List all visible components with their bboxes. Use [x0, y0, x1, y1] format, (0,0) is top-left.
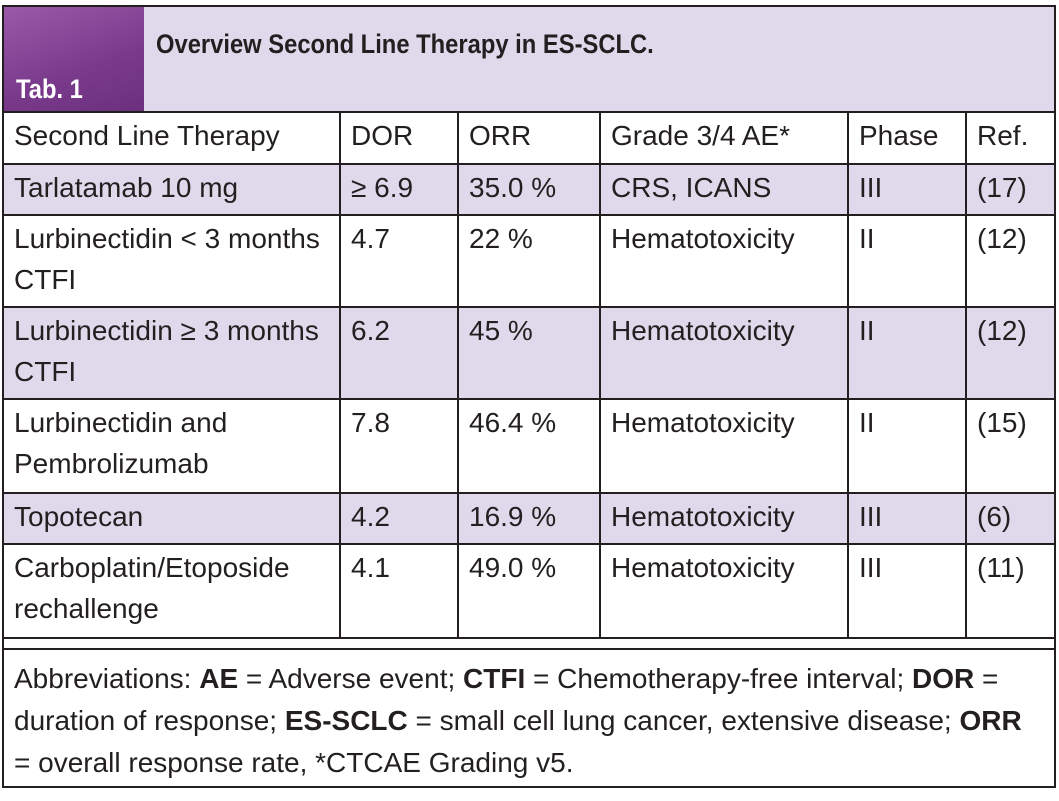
orr-cell: 16.9 %	[457, 492, 601, 545]
therapy-cell: Lurbinectidin < 3 months CTFI	[4, 214, 341, 308]
table-title-bar: Tab. 1 Overview Second Line Therapy in E…	[4, 7, 1054, 111]
dor-cell: 4.2	[339, 492, 459, 545]
orr-cell: 35.0 %	[457, 163, 601, 216]
therapy-cell: Topotecan	[4, 492, 341, 545]
ae-cell: Hematotoxicity	[599, 543, 849, 639]
dor-cell: 4.7	[339, 214, 459, 308]
orr-cell: 45 %	[457, 306, 601, 400]
table-row: Lurbinectidin ≥ 3 months CTFI 6.2 45 % H…	[4, 306, 1054, 400]
ref-cell: (11)	[965, 543, 1054, 639]
therapy-cell: Lurbinectidin and Pembrolizumab	[4, 398, 341, 494]
table-row: Tarlatamab 10 mg ≥ 6.9 35.0 % CRS, ICANS…	[4, 163, 1054, 216]
ref-cell: (6)	[965, 492, 1054, 545]
phase-cell: II	[847, 306, 967, 400]
orr-cell: 46.4 %	[457, 398, 601, 494]
dor-cell: ≥ 6.9	[339, 163, 459, 216]
therapy-table: Second Line Therapy DOR ORR Grade 3/4 AE…	[4, 111, 1054, 639]
column-header: Second Line Therapy	[4, 111, 341, 165]
abbr-definition: = overall response rate, *CTCAE Grading …	[14, 747, 574, 778]
table-number-label: Tab. 1	[16, 74, 83, 104]
phase-cell: III	[847, 163, 967, 216]
dor-cell: 4.1	[339, 543, 459, 639]
therapy-cell: Lurbinectidin ≥ 3 months CTFI	[4, 306, 341, 400]
phase-cell: II	[847, 214, 967, 308]
dor-cell: 6.2	[339, 306, 459, 400]
table-title: Overview Second Line Therapy in ES-SCLC.	[156, 29, 654, 59]
ref-cell: (15)	[965, 398, 1054, 494]
ae-cell: Hematotoxicity	[599, 214, 849, 308]
column-header: ORR	[457, 111, 601, 165]
ae-cell: CRS, ICANS	[599, 163, 849, 216]
ae-cell: Hematotoxicity	[599, 492, 849, 545]
column-header: Ref.	[965, 111, 1054, 165]
table-row: Topotecan 4.2 16.9 % Hematotoxicity III …	[4, 492, 1054, 545]
ae-cell: Hematotoxicity	[599, 398, 849, 494]
abbr-definition: = duration of response;	[14, 663, 999, 736]
table-row: Lurbinectidin < 3 months CTFI 4.7 22 % H…	[4, 214, 1054, 308]
footnote-prefix: Abbreviations:	[14, 663, 200, 694]
abbr-term: CTFI	[463, 663, 526, 694]
table-frame: Tab. 1 Overview Second Line Therapy in E…	[2, 5, 1056, 788]
abbr-term: AE	[199, 663, 239, 694]
abbr-definition: = small cell lung cancer, extensive dise…	[407, 705, 960, 736]
abbreviations-footnote: Abbreviations: AE = Adverse event; CTFI …	[4, 648, 1054, 786]
phase-cell: II	[847, 398, 967, 494]
ref-cell: (12)	[965, 214, 1054, 308]
abbr-term: DOR	[912, 663, 975, 694]
ref-cell: (17)	[965, 163, 1054, 216]
abbr-term: ES-SCLC	[284, 705, 408, 736]
therapy-cell: Carboplatin/Etoposide rechallenge	[4, 543, 341, 639]
phase-cell: III	[847, 543, 967, 639]
dor-cell: 7.8	[339, 398, 459, 494]
abbr-definition: = Adverse event;	[238, 663, 464, 694]
column-header: Grade 3/4 AE*	[599, 111, 849, 165]
table-row: Lurbinectidin and Pembrolizumab 7.8 46.4…	[4, 398, 1054, 494]
column-header: DOR	[339, 111, 459, 165]
therapy-cell: Tarlatamab 10 mg	[4, 163, 341, 216]
phase-cell: III	[847, 492, 967, 545]
table-row: Carboplatin/Etoposide rechallenge 4.1 49…	[4, 543, 1054, 639]
ae-cell: Hematotoxicity	[599, 306, 849, 400]
table-header-row: Second Line Therapy DOR ORR Grade 3/4 AE…	[4, 111, 1054, 165]
orr-cell: 22 %	[457, 214, 601, 308]
orr-cell: 49.0 %	[457, 543, 601, 639]
ref-cell: (12)	[965, 306, 1054, 400]
column-header: Phase	[847, 111, 967, 165]
abbr-term: ORR	[959, 705, 1022, 736]
table-number-tab: Tab. 1	[4, 7, 144, 111]
abbr-definition: = Chemotherapy-free interval;	[525, 663, 913, 694]
